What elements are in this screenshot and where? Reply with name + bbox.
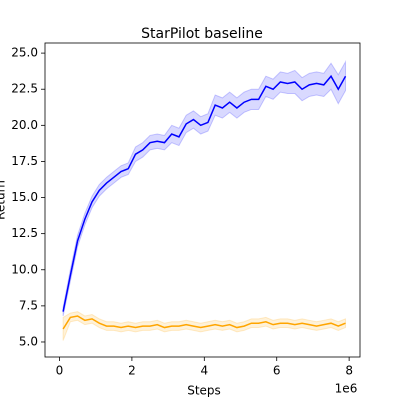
x-tick-label: 2: [128, 364, 136, 378]
x-axis-label: Steps: [187, 384, 221, 398]
x-tick-label: 8: [345, 364, 353, 378]
x-tick-label: 0: [56, 364, 64, 378]
y-tick-label: 25.0: [11, 46, 38, 60]
x-tick-label: 4: [200, 364, 208, 378]
line: [62, 74, 347, 312]
error-band: [62, 59, 347, 317]
y-tick-label: 7.5: [19, 298, 38, 312]
plot-frame: [44, 42, 361, 358]
y-tick-label: 17.5: [11, 154, 38, 168]
y-tick-label: 5.0: [19, 334, 38, 348]
y-tick-label: 15.0: [11, 190, 38, 204]
x-tick-label: 6: [273, 364, 281, 378]
y-tick-label: 12.5: [11, 226, 38, 240]
x-offset-label: 1e6: [335, 382, 358, 396]
chart-title: StarPilot baseline: [141, 26, 263, 42]
y-tick-label: 20.0: [11, 118, 38, 132]
y-axis-label: Return: [0, 180, 8, 220]
line: [62, 315, 346, 330]
y-tick-label: 10.0: [11, 262, 38, 276]
y-tick-label: 22.5: [11, 82, 38, 96]
